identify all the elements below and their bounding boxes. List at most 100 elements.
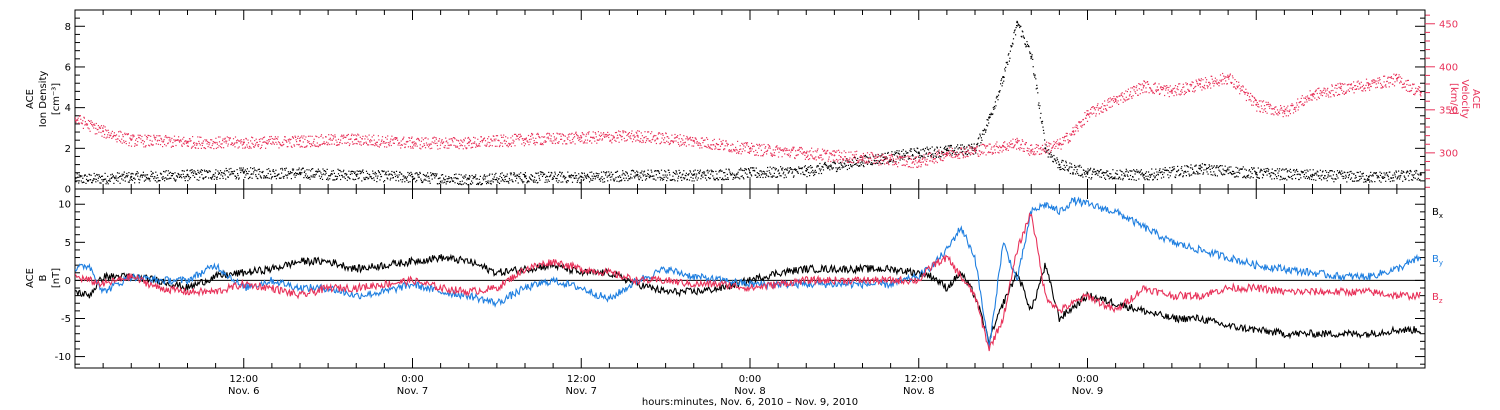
velocity-point <box>546 133 548 135</box>
velocity-point <box>969 153 972 155</box>
velocity-point <box>522 138 524 140</box>
velocity-point <box>1105 109 1107 111</box>
velocity-point <box>237 147 239 149</box>
velocity-point <box>846 159 848 161</box>
velocity-point <box>226 136 228 138</box>
velocity-point <box>647 138 649 140</box>
density-point <box>405 177 407 179</box>
density-point <box>143 174 145 176</box>
density-point <box>417 174 419 176</box>
velocity-point <box>811 147 813 149</box>
velocity-point <box>201 142 203 144</box>
velocity-point <box>415 143 417 145</box>
density-point <box>813 174 815 177</box>
density-point <box>648 173 650 176</box>
density-point <box>449 181 451 183</box>
density-point <box>199 176 201 178</box>
density-point <box>1144 179 1146 181</box>
density-point <box>660 177 662 179</box>
density-point <box>802 171 804 173</box>
density-point <box>1160 171 1162 173</box>
density-point <box>1103 174 1105 176</box>
density-point <box>128 172 130 174</box>
velocity-point <box>523 145 525 147</box>
velocity-point <box>108 132 110 134</box>
density-point <box>1246 175 1248 177</box>
velocity-point <box>277 136 279 138</box>
velocity-point <box>675 140 677 142</box>
density-point <box>1083 169 1085 171</box>
density-point <box>1186 166 1188 168</box>
density-point <box>1323 177 1325 179</box>
density-point <box>96 174 98 176</box>
density-point <box>1123 172 1125 174</box>
density-point <box>1257 167 1259 169</box>
density-point <box>1384 174 1386 176</box>
density-point <box>662 179 664 181</box>
velocity-point <box>428 146 430 148</box>
density-point <box>623 177 625 179</box>
velocity-point <box>1245 88 1247 90</box>
velocity-point <box>1092 106 1094 108</box>
velocity-point <box>95 127 97 129</box>
density-point <box>440 182 442 184</box>
density-point <box>1081 174 1083 176</box>
velocity-point <box>159 135 161 137</box>
velocity-point <box>954 156 957 158</box>
density-point <box>766 170 768 172</box>
density-point <box>1139 171 1141 173</box>
density-point <box>1265 168 1267 170</box>
velocity-point <box>116 141 118 143</box>
density-point <box>453 177 455 179</box>
velocity-point <box>1161 87 1163 89</box>
velocity-point <box>894 162 897 165</box>
density-point <box>751 175 753 177</box>
density-point <box>1410 171 1412 173</box>
density-point <box>1075 173 1077 175</box>
velocity-point <box>1030 152 1032 154</box>
density-point <box>547 179 549 181</box>
density-point <box>446 181 448 183</box>
velocity-point <box>523 142 525 144</box>
velocity-point <box>528 144 530 146</box>
density-point <box>967 144 970 146</box>
density-point <box>946 147 948 149</box>
velocity-point <box>668 143 670 146</box>
density-point <box>710 169 712 171</box>
velocity-point <box>597 139 599 141</box>
velocity-point <box>222 139 224 142</box>
velocity-point <box>1158 93 1161 95</box>
density-point <box>349 173 351 175</box>
velocity-point <box>1051 147 1053 149</box>
density-point <box>284 169 286 171</box>
velocity-point <box>314 145 316 147</box>
density-point <box>514 175 516 177</box>
velocity-point <box>337 144 339 146</box>
velocity-point <box>786 153 788 156</box>
velocity-point <box>1242 86 1244 88</box>
velocity-point <box>638 130 640 132</box>
velocity-point <box>884 156 886 158</box>
velocity-point <box>818 157 820 159</box>
velocity-point <box>1160 86 1162 88</box>
velocity-point <box>1049 151 1051 153</box>
density-point <box>341 174 343 177</box>
velocity-point <box>413 141 415 143</box>
density-point <box>1072 173 1075 175</box>
density-point <box>694 173 696 175</box>
density-point <box>294 176 296 178</box>
velocity-point <box>792 148 795 150</box>
density-point <box>1207 167 1209 169</box>
density-point <box>565 181 567 183</box>
density-point <box>712 171 714 173</box>
density-point <box>819 162 821 165</box>
velocity-point <box>1062 136 1064 139</box>
density-point <box>833 161 835 163</box>
velocity-point <box>787 154 789 157</box>
velocity-point <box>1235 88 1237 90</box>
velocity-point <box>792 146 794 148</box>
density-point <box>1123 175 1125 177</box>
density-point <box>686 178 688 180</box>
velocity-point <box>803 152 805 154</box>
density-point <box>362 169 364 171</box>
